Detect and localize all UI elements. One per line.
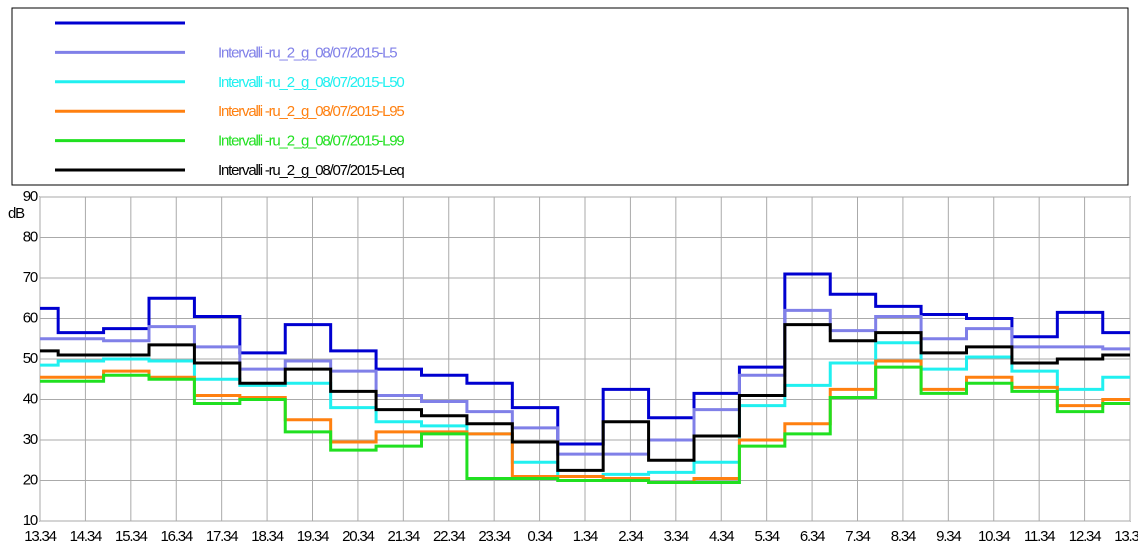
x-tick-label: 13.34: [1114, 528, 1138, 545]
x-tick-label: 18.34: [251, 528, 283, 545]
legend-label: Intervalli -ru_2_g_08/07/2015-L5: [218, 44, 397, 61]
legend-label: Intervalli -ru_2_g_08/07/2015-Leq: [218, 162, 404, 179]
y-axis-label: dB: [8, 205, 25, 222]
x-tick-label: 3.34: [664, 528, 689, 545]
legend-box: [11, 7, 1129, 186]
x-tick-label: 10.34: [978, 528, 1010, 545]
legend-label: Intervalli -ru_2_g_08/07/2015-L95: [218, 103, 404, 120]
y-tick-label: 20: [23, 471, 38, 488]
legend-label: Intervalli -ru_2_g_08/07/2015-L99: [218, 133, 404, 150]
x-tick-label: 23.34: [478, 528, 510, 545]
y-tick-label: 30: [23, 431, 38, 448]
x-tick-label: 2.34: [618, 528, 643, 545]
x-tick-label: 20.34: [342, 528, 374, 545]
x-tick-label: 8.34: [891, 528, 916, 545]
x-tick-label: 1.34: [573, 528, 598, 545]
legend-label: Intervalli -ru_2_g_08/07/2015-L50: [218, 74, 404, 91]
x-tick-label: 22.34: [433, 528, 465, 545]
series-line: [40, 272, 1130, 446]
x-tick-label: 19.34: [297, 528, 329, 545]
y-tick-label: 10: [23, 512, 38, 529]
series-line: [40, 323, 1130, 472]
series-line: [40, 365, 1130, 485]
x-tick-label: 14.34: [70, 528, 102, 545]
x-tick-label: 6.34: [800, 528, 825, 545]
x-tick-label: 21.34: [388, 528, 420, 545]
x-tick-label: 16.34: [160, 528, 192, 545]
y-tick-label: 70: [23, 269, 38, 286]
x-tick-label: 12.34: [1069, 528, 1101, 545]
x-tick-label: 13.34: [24, 528, 56, 545]
y-tick-label: 50: [23, 350, 38, 367]
x-tick-label: 0.34: [527, 528, 552, 545]
x-tick-label: 4.34: [709, 528, 734, 545]
x-tick-label: 11.34: [1024, 528, 1055, 545]
x-tick-label: 15.34: [115, 528, 147, 545]
x-tick-label: 7.34: [845, 528, 870, 545]
y-tick-label: 90: [23, 188, 38, 205]
y-tick-label: 40: [23, 390, 38, 407]
y-tick-label: 60: [23, 309, 38, 326]
x-tick-label: 9.34: [936, 528, 961, 545]
x-tick-label: 17.34: [206, 528, 238, 545]
x-tick-label: 5.34: [754, 528, 779, 545]
y-tick-label: 80: [23, 228, 38, 245]
